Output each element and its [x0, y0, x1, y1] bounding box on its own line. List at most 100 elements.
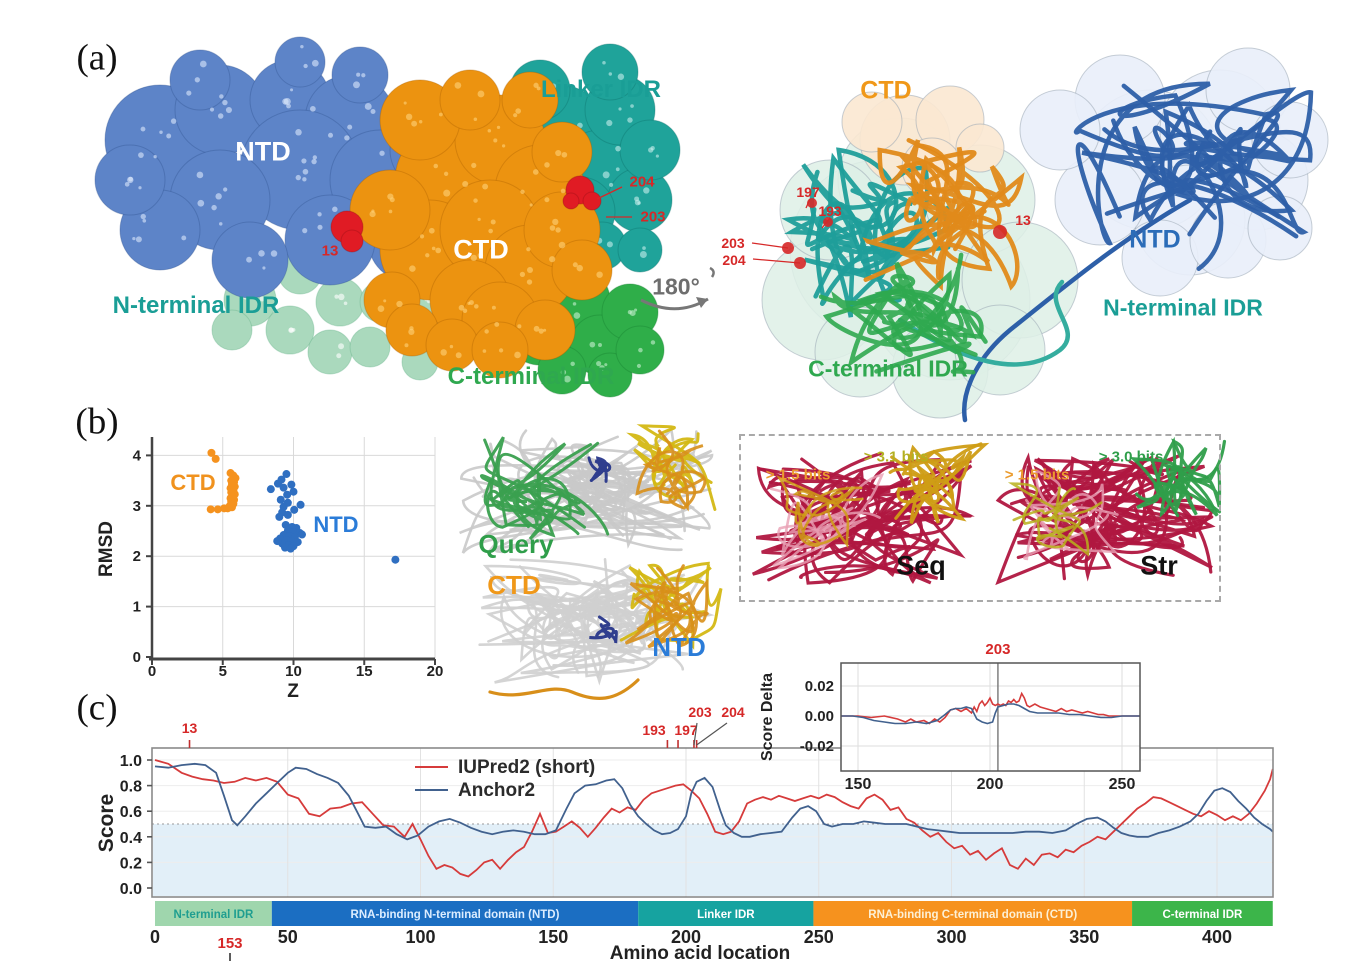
score-delta-inset: 0.02 0.00 -0.02 150 200 250 203 Score Delta — [759, 641, 1141, 793]
disorder-profile-chart: 0.0 0.2 0.4 0.6 0.8 1.0 Score 0 50 100 150 200 250 30… — [95, 704, 1274, 964]
svg-text:NTD: NTD — [313, 512, 358, 537]
svg-text:250: 250 — [804, 927, 834, 947]
svg-text:Amino acid location: Amino acid location — [610, 943, 791, 964]
seq-high-bits-label: > 3.1 bits — [863, 448, 929, 466]
domain-segment — [1132, 901, 1273, 926]
svg-text:13: 13 — [182, 720, 198, 736]
residue-annotation-lines — [596, 186, 831, 264]
svg-text:0.00: 0.00 — [805, 708, 834, 725]
svg-text:IUPred2 (short): IUPred2 (short) — [458, 757, 595, 778]
svg-text:200: 200 — [671, 927, 701, 947]
domain-segment — [813, 901, 1133, 926]
str-low-bits-label: > 1.5 bits — [1004, 466, 1070, 484]
svg-text:197: 197 — [674, 722, 698, 738]
svg-text:300: 300 — [936, 927, 966, 947]
svg-text:CTD: CTD — [170, 470, 215, 495]
svg-text:Linker IDR: Linker IDR — [697, 909, 755, 921]
rotate-180-icon — [640, 266, 715, 311]
svg-text:100: 100 — [405, 927, 435, 947]
svg-text:203: 203 — [688, 704, 712, 720]
panel-c-label: (c) — [76, 687, 118, 729]
svg-text:RMSD: RMSD — [96, 521, 117, 577]
residue-204-label-right: 204 — [722, 252, 746, 268]
svg-text:2: 2 — [133, 548, 141, 565]
profile-line-iupred2-short- — [154, 759, 1274, 878]
ntd-label-left: NTD — [235, 136, 291, 167]
svg-text:153: 153 — [217, 935, 242, 952]
svg-text:0.6: 0.6 — [120, 804, 142, 821]
svg-text:RNA-binding N-terminal domain: RNA-binding N-terminal domain (NTD) — [351, 909, 560, 921]
n-terminal-idr-label-right: N-terminal IDR — [1103, 294, 1263, 321]
scatter-points-ctd — [206, 448, 240, 514]
svg-text:0.02: 0.02 — [805, 678, 834, 695]
svg-text:0: 0 — [150, 927, 160, 947]
svg-text:350: 350 — [1069, 927, 1099, 947]
svg-text:1: 1 — [133, 599, 141, 616]
rmsd-scatter-plot: 0 5 10 15 20 0 1 2 3 4 Z RMSD CTD NTD — [96, 437, 443, 702]
residue-13-label-left: 13 — [321, 242, 339, 260]
svg-text:50: 50 — [278, 927, 298, 947]
domain-segment — [638, 901, 814, 926]
ctd-label-left: CTD — [453, 234, 509, 265]
svg-text:-0.02: -0.02 — [800, 738, 834, 755]
seq-str-dashed-box — [739, 434, 1221, 602]
svg-text:0.2: 0.2 — [120, 855, 142, 872]
svg-text:0.0: 0.0 — [120, 881, 142, 898]
rotation-180-label: 180° — [652, 273, 700, 300]
svg-text:1.0: 1.0 — [120, 753, 142, 770]
domain-segment — [271, 901, 639, 926]
residue-203-label-right: 203 — [721, 235, 745, 251]
query-overlay-structures — [459, 424, 723, 700]
svg-text:0.8: 0.8 — [120, 779, 142, 796]
svg-text:5: 5 — [219, 663, 227, 680]
seq-label: Seq — [896, 550, 946, 581]
svg-text:150: 150 — [538, 927, 568, 947]
svg-text:10: 10 — [285, 663, 302, 680]
linker-idr-label: Linker IDR — [540, 76, 662, 103]
svg-text:400: 400 — [1202, 927, 1232, 947]
scatter-points-ntd — [266, 470, 400, 564]
svg-text:200: 200 — [977, 776, 1004, 793]
profile-line-anchor2 — [154, 762, 1274, 841]
panel-a-label: (a) — [76, 37, 118, 79]
svg-text:0: 0 — [148, 663, 156, 680]
n-terminal-idr-label-left: N-terminal IDR — [112, 292, 280, 319]
seq-low-bits-label: > 1.5 bits — [765, 466, 831, 484]
domain-segment — [155, 901, 272, 926]
svg-text:0: 0 — [133, 649, 141, 666]
svg-text:3: 3 — [133, 498, 141, 515]
residue-193-label-right: 193 — [818, 203, 842, 219]
svg-text:N-terminal IDR: N-terminal IDR — [173, 909, 254, 921]
panel-b-label: (b) — [75, 401, 119, 443]
svg-text:Z: Z — [287, 681, 299, 702]
residue-203-label-left: 203 — [640, 208, 666, 226]
svg-text:0.4: 0.4 — [120, 830, 142, 847]
surface-structure-left — [94, 36, 681, 398]
ntd-label-right: NTD — [1129, 225, 1181, 254]
svg-text:RNA-binding C-terminal domain: RNA-binding C-terminal domain (CTD) — [868, 909, 1077, 921]
residue-197-label-right: 197 — [796, 184, 820, 200]
svg-text:193: 193 — [642, 722, 666, 738]
svg-text:204: 204 — [721, 704, 745, 720]
str-label: Str — [1140, 550, 1178, 581]
residue-13-label-right: 13 — [1015, 212, 1031, 228]
ctd-label-right: CTD — [860, 76, 912, 105]
residue-204-label-left: 204 — [629, 173, 655, 191]
c-terminal-idr-label-right: C-terminal IDR — [808, 355, 968, 382]
svg-text:4: 4 — [133, 447, 142, 464]
str-high-bits-label: > 3.0 bits — [1098, 448, 1164, 466]
ntd-label-mid: NTD — [652, 632, 706, 662]
ribbon-structure-right — [761, 47, 1329, 423]
svg-text:250: 250 — [1109, 776, 1136, 793]
svg-text:20: 20 — [427, 663, 444, 680]
svg-text:Score Delta: Score Delta — [759, 673, 776, 761]
svg-text:C-terminal IDR: C-terminal IDR — [1162, 909, 1243, 921]
svg-text:203: 203 — [985, 641, 1010, 658]
svg-text:Score: Score — [95, 794, 118, 852]
svg-text:Anchor2: Anchor2 — [458, 780, 535, 801]
svg-text:15: 15 — [356, 663, 373, 680]
seq-str-structures — [751, 436, 1227, 586]
ctd-label-mid: CTD — [487, 570, 541, 600]
